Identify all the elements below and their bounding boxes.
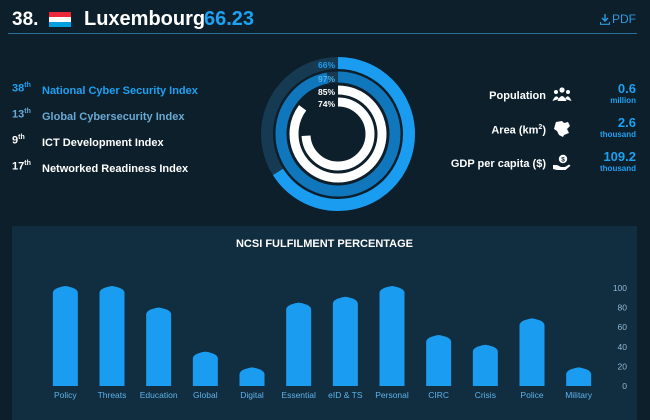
x-tick-label: Digital [240, 390, 264, 400]
index-name: Global Cybersecurity Index [42, 111, 185, 123]
y-tick-label: 80 [618, 303, 628, 313]
x-tick-label: Threats [98, 390, 127, 400]
bar-circ[interactable] [426, 335, 452, 386]
svg-text:$: $ [561, 156, 565, 163]
x-tick-label: Crisis [475, 390, 496, 400]
donut-ring [261, 57, 415, 211]
x-tick-label: CIRC [428, 390, 449, 400]
stat-value: 0.6 million [610, 81, 636, 106]
x-tick-label: Police [520, 390, 543, 400]
index-position: 13th [12, 108, 31, 121]
bar-police[interactable] [519, 318, 545, 386]
y-tick-label: 100 [613, 283, 627, 293]
bar-education[interactable] [146, 307, 172, 386]
bar-digital[interactable] [239, 367, 265, 386]
stat-population: Population 0.6 million [456, 82, 636, 116]
x-tick-label: Military [565, 390, 593, 400]
rank-number: 38. [12, 9, 39, 30]
stat-value: 2.6 thousand [600, 115, 636, 140]
donut-ring-label: 74% [318, 99, 335, 109]
map-icon [554, 121, 570, 137]
bar-eid-ts[interactable] [332, 296, 358, 386]
flag-stripe-white [49, 17, 71, 22]
money-hand-icon: $ [553, 154, 571, 170]
fulfilment-bar-chart: 0 20 40 60 80 100 Policy Threats Education Global… [52, 283, 628, 400]
bar-global[interactable] [192, 351, 218, 386]
donut-ring [301, 97, 375, 171]
x-tick-label: Policy [54, 390, 77, 400]
x-tick-label: Essential [281, 390, 316, 400]
flag-stripe-red [49, 12, 71, 17]
chart-title: NCSI FULFILMENT PERCENTAGE [235, 238, 413, 250]
header: 38. Luxembourg 66.23 PDF [0, 0, 650, 36]
y-tick-label: 40 [618, 342, 628, 352]
pdf-download-button[interactable]: PDF [600, 12, 636, 26]
x-tick-label: Personal [375, 390, 409, 400]
stat-label: GDP per capita ($) [450, 158, 546, 170]
donut-ring [289, 85, 387, 183]
luxembourg-flag-icon [49, 12, 71, 27]
donut-ring-label: 97% [318, 74, 335, 84]
stat-label: Area (km2) [491, 124, 546, 137]
bar-crisis[interactable] [472, 344, 498, 386]
bar-essential[interactable] [286, 302, 312, 386]
bar-personal[interactable] [379, 286, 405, 386]
download-icon [600, 13, 610, 25]
x-tick-label: eID & TS [328, 390, 363, 400]
bar-military[interactable] [566, 367, 592, 386]
x-tick-label: Education [140, 390, 178, 400]
pdf-label: PDF [612, 12, 636, 26]
country-stats: Population 0.6 million Area (km2) 2.6 thou… [451, 82, 636, 184]
index-position: 38th [12, 82, 31, 95]
index-position: 9th [12, 134, 25, 147]
population-icon [552, 87, 572, 101]
stat-gdp: GDP per capita ($) $ 109.2 thousand [451, 149, 636, 184]
x-tick-label: Global [193, 390, 218, 400]
country-score: 66.23 [204, 8, 255, 30]
stat-label: Population [489, 90, 546, 102]
stat-value: 109.2 thousand [600, 149, 636, 174]
ncsi-fulfilment-panel: NCSI FULFILMENT PERCENTAGE 0 20 40 60 80 100 P… [12, 226, 637, 420]
y-tick-label: 20 [618, 361, 628, 371]
country-name: Luxembourg [84, 8, 206, 30]
index-name: National Cyber Security Index [42, 85, 198, 97]
donut-ring [275, 71, 401, 197]
bar-threats[interactable] [99, 286, 125, 386]
index-name: Networked Readiness Index [42, 163, 189, 175]
donut-ring-label: 85% [318, 87, 335, 97]
donut-ring-label: 66% [318, 60, 335, 70]
y-tick-label: 0 [622, 381, 627, 391]
stat-area: Area (km2) 2.6 thousand [456, 116, 636, 150]
index-donut-chart: 66% 97% 85% 74% [261, 57, 415, 211]
bar-policy[interactable] [52, 286, 78, 386]
header-divider [8, 33, 637, 34]
y-tick-label: 60 [618, 322, 628, 332]
index-position: 17th [12, 160, 31, 173]
index-name: ICT Development Index [42, 137, 164, 149]
flag-stripe-blue [49, 22, 71, 27]
